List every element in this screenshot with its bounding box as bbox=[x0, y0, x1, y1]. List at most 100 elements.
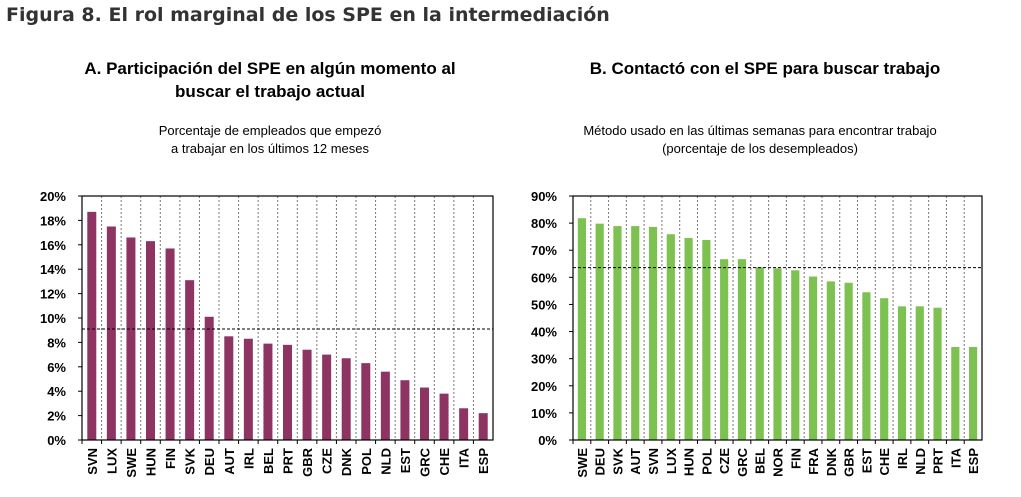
bar-svn bbox=[648, 226, 658, 440]
bar-swe bbox=[126, 237, 136, 440]
y-tick-label: 2% bbox=[47, 409, 66, 424]
x-tick-label: SVK bbox=[183, 447, 198, 474]
y-tick-label: 16% bbox=[40, 238, 66, 253]
bar-cze bbox=[720, 259, 729, 440]
y-tick-label: 70% bbox=[531, 243, 557, 258]
y-tick-label: 6% bbox=[47, 360, 66, 375]
x-tick-label: ESP bbox=[476, 448, 491, 474]
chart-b-title: B. Contactó con el SPE para buscar traba… bbox=[520, 57, 1010, 80]
x-tick-label: SVN bbox=[646, 448, 661, 475]
bar-bel bbox=[755, 267, 764, 440]
bar-bel bbox=[263, 343, 273, 440]
bar-deu bbox=[204, 316, 214, 440]
x-tick-label: BEL bbox=[753, 448, 768, 474]
y-tick-label: 18% bbox=[40, 213, 66, 228]
x-tick-label: NLD bbox=[913, 448, 928, 475]
y-tick-label: 0% bbox=[47, 433, 66, 448]
x-tick-label: GRC bbox=[418, 447, 433, 477]
chart-a-title: A. Participación del SPE en algún moment… bbox=[40, 57, 500, 103]
y-tick-label: 80% bbox=[531, 216, 557, 231]
y-tick-label: 20% bbox=[40, 189, 66, 204]
plot-frame bbox=[572, 195, 983, 441]
y-tick-label: 30% bbox=[531, 352, 557, 367]
bar-prt bbox=[282, 344, 293, 440]
x-tick-label: AUT bbox=[222, 448, 237, 475]
bar-aut bbox=[631, 226, 640, 440]
y-tick-label: 12% bbox=[40, 287, 66, 302]
bar-fin bbox=[165, 248, 175, 440]
x-tick-label: FIN bbox=[788, 448, 803, 469]
x-tick-label: LUX bbox=[664, 448, 679, 474]
bar-gbr bbox=[302, 349, 312, 440]
y-tick-label: 90% bbox=[531, 189, 557, 204]
x-tick-label: PRT bbox=[281, 448, 296, 474]
bar-esp bbox=[969, 347, 978, 440]
y-tick-label: 10% bbox=[531, 406, 557, 421]
chart-a-title-line: A. Participación del SPE en algún moment… bbox=[84, 59, 456, 78]
x-tick-label: AUT bbox=[628, 448, 643, 475]
y-tick-label: 50% bbox=[531, 297, 557, 312]
x-tick-label: SVN bbox=[85, 448, 100, 475]
bar-che bbox=[880, 298, 889, 440]
bar-fin bbox=[791, 270, 800, 440]
x-tick-label: POL bbox=[699, 448, 714, 475]
chart-b-subtitle: Método usado en las últimas semanas para… bbox=[520, 122, 1000, 158]
y-tick-label: 8% bbox=[47, 335, 66, 350]
x-tick-label: CZE bbox=[320, 448, 335, 474]
bar-nld bbox=[915, 306, 924, 440]
bar-fra bbox=[808, 276, 818, 440]
x-tick-label: SWE bbox=[124, 448, 139, 478]
x-tick-label: DEU bbox=[593, 448, 608, 475]
chart-a-subtitle-line: a trabajar en los últimos 12 meses bbox=[171, 141, 369, 156]
y-tick-label: 10% bbox=[40, 311, 66, 326]
bar-est bbox=[400, 380, 410, 440]
chart-a-subtitle-line: Porcentaje de empleados que empezó bbox=[158, 123, 382, 138]
x-tick-label: HUN bbox=[144, 448, 159, 476]
chart-a-title-line: buscar el trabajo actual bbox=[175, 82, 365, 101]
x-tick-label: CHE bbox=[437, 448, 452, 476]
x-tick-label: CZE bbox=[717, 448, 732, 474]
x-tick-label: ITA bbox=[948, 447, 963, 468]
x-tick-label: FRA bbox=[806, 447, 821, 474]
chart-b-title-line: B. Contactó con el SPE para buscar traba… bbox=[589, 59, 941, 78]
bar-svk bbox=[185, 280, 195, 440]
y-tick-label: 60% bbox=[531, 270, 557, 285]
bar-grc bbox=[419, 387, 430, 440]
bar-pol bbox=[702, 239, 711, 440]
bar-prt bbox=[933, 307, 942, 440]
bar-lux bbox=[106, 226, 116, 440]
chart-b-subtitle-line: Método usado en las últimas semanas para… bbox=[583, 123, 937, 138]
bar-esp bbox=[478, 413, 488, 440]
x-tick-label: HUN bbox=[682, 448, 697, 476]
bar-ita bbox=[951, 347, 960, 440]
x-tick-label: FIN bbox=[163, 448, 178, 469]
y-tick-label: 20% bbox=[531, 379, 557, 394]
y-tick-label: 0% bbox=[538, 433, 557, 448]
x-tick-label: DNK bbox=[824, 447, 839, 476]
bar-svn bbox=[87, 211, 97, 440]
bar-ita bbox=[459, 408, 469, 440]
bar-gbr bbox=[844, 282, 853, 440]
bar-che bbox=[439, 393, 449, 440]
y-tick-label: 4% bbox=[47, 384, 66, 399]
bar-swe bbox=[577, 218, 586, 440]
x-tick-label: GBR bbox=[300, 447, 315, 477]
x-tick-label: NLD bbox=[378, 448, 393, 475]
x-tick-label: SVK bbox=[610, 447, 625, 474]
bar-nor bbox=[773, 268, 782, 440]
bar-irl bbox=[897, 306, 907, 440]
x-tick-label: IRL bbox=[895, 448, 910, 469]
y-tick-label: 40% bbox=[531, 325, 557, 340]
bar-hun bbox=[145, 241, 156, 440]
x-tick-label: GRC bbox=[735, 447, 750, 477]
x-tick-label: ESP bbox=[966, 448, 981, 474]
bar-aut bbox=[224, 336, 234, 440]
x-tick-label: CHE bbox=[877, 448, 892, 476]
x-tick-label: GBR bbox=[842, 447, 857, 477]
chart-b-subtitle-line: (porcentaje de los desempleados) bbox=[662, 141, 858, 156]
bar-grc bbox=[737, 259, 747, 440]
bar-pol bbox=[361, 363, 371, 440]
x-tick-label: DEU bbox=[202, 448, 217, 475]
bar-nld bbox=[380, 371, 390, 440]
